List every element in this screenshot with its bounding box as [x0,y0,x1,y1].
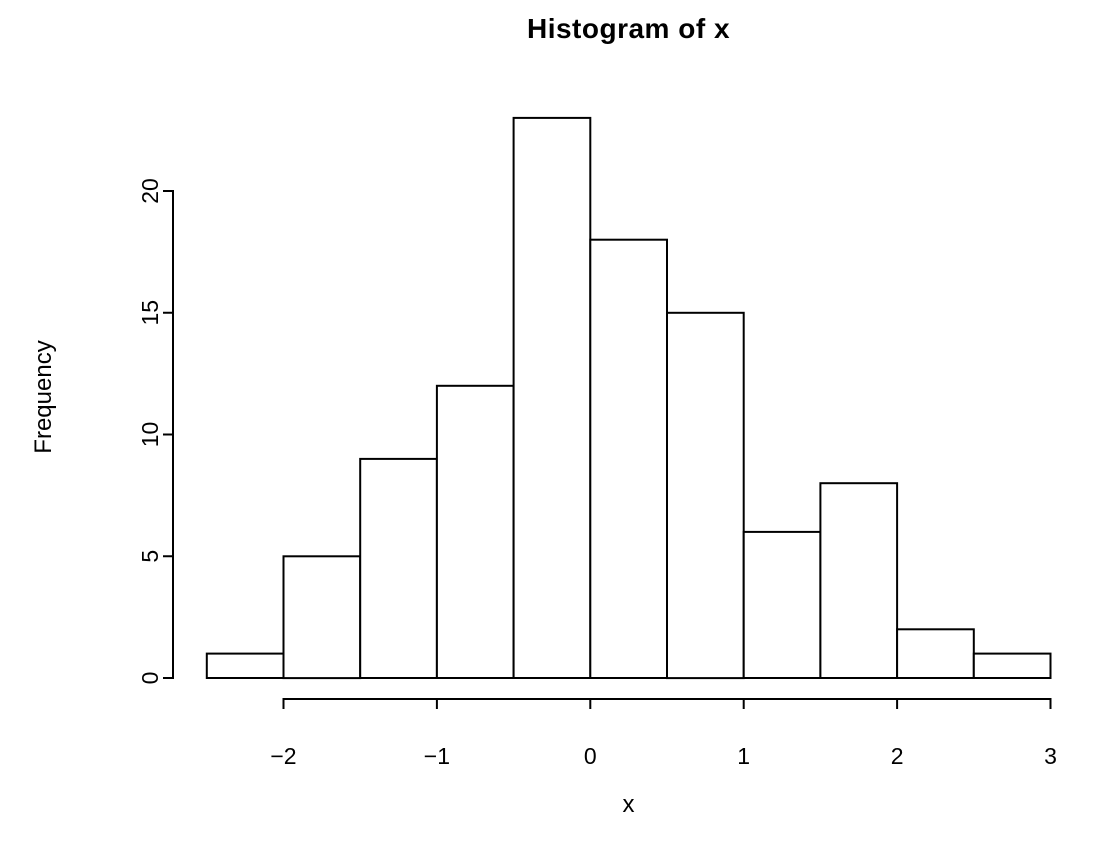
y-tick-label-4: 20 [137,178,163,204]
x-tick-label-5: 3 [1044,743,1057,769]
x-tick-label-4: 2 [891,743,904,769]
x-tick-label-2: 0 [584,743,597,769]
y-tick-label-1: 5 [137,550,163,563]
histogram-bar-0 [205,652,285,679]
histogram-bar-1 [282,555,362,680]
histogram-bar-5 [589,238,668,679]
histogram-bar-7 [742,530,822,680]
histogram-bar-4 [512,116,592,679]
y-axis-label: Frequency [30,340,57,454]
y-tick-label-0: 0 [137,672,163,685]
x-tick-label-3: 1 [737,743,750,769]
y-tick-label-2: 10 [137,422,163,448]
histogram-bar-2 [359,457,438,679]
histogram-bar-10 [972,652,1052,679]
y-tick-label-3: 15 [137,300,163,326]
histogram-bar-3 [435,384,515,679]
chart-title: Histogram of x [526,13,731,44]
histogram-bar-8 [819,482,899,680]
histogram-bar-6 [666,311,745,680]
x-axis-label: x [622,791,635,818]
histogram-bar-9 [896,628,975,679]
x-tick-label-1: −1 [424,743,450,769]
x-tick-label-0: −2 [270,743,296,769]
